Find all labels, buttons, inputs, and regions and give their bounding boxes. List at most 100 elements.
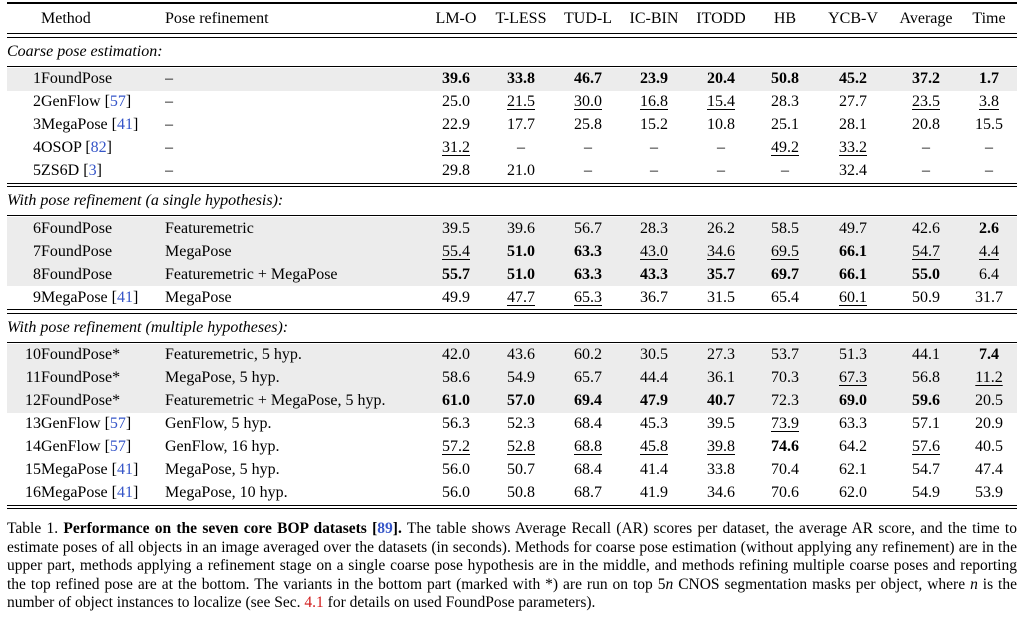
method-name: FoundPose* [41,392,121,410]
citation-link[interactable]: 89 [377,520,393,538]
score-cell: 62.0 [839,484,867,502]
results-table-body: Method Pose refinement LM-O T-LESS TUD-L… [7,2,1017,510]
score-cell: 50.9 [912,288,940,306]
score-cell: 43.3 [640,265,668,283]
score-cell: 30.0 [574,93,602,111]
col-header-itodd: ITODD [696,10,746,27]
table-row: 2 GenFlow [57] – 25.0 21.5 30.0 16.8 15.4 28.3 27… [7,91,1017,114]
row-number: 16 [25,484,41,502]
score-cell: 56.7 [574,219,602,237]
section-ref-link[interactable]: 4.1 [304,594,324,611]
method-cell: GenFlow [57] [41,415,132,433]
row-number: 5 [33,162,41,180]
score-cell: 25.0 [442,93,470,111]
score-cell: 63.3 [574,242,602,260]
score-cell: 55.7 [442,265,470,283]
caption-text: CNOS segmentation masks per object, wher… [673,575,971,593]
score-cell: – [584,162,592,180]
score-cell: 20.9 [975,415,1003,433]
method-name: FoundPose [41,219,113,237]
score-cell: – [985,162,993,180]
method-cell: FoundPose [41,217,165,240]
section-label: With pose refinement (multiple hypothese… [7,318,289,336]
score-cell: 51.0 [507,242,535,260]
score-cell: 40.5 [975,438,1003,456]
table-bottom-rule [7,504,1017,510]
score-cell: 62.1 [839,461,867,479]
table-row: 13 GenFlow [57] GenFlow, 5 hyp. 56.3 52.3 68.… [7,413,1017,436]
table-row: 12 FoundPose* Featuremetric + MegaPose, 5 … [7,389,1017,413]
row-number: 15 [25,461,41,479]
score-cell: 49.7 [839,219,867,237]
row-number: 10 [25,346,41,364]
section-label-row: With pose refinement (multiple hypothese… [7,313,1017,342]
row-number: 6 [33,219,41,237]
score-cell: 54.9 [507,369,535,387]
section-label-rule [7,215,1017,218]
section-divider-rule [7,33,1017,38]
score-cell: 52.3 [507,415,535,433]
score-cell: 53.9 [975,484,1003,502]
score-cell: 66.1 [839,265,867,283]
citation-link[interactable]: 57 [109,415,126,433]
score-cell: 17.7 [507,116,535,134]
score-cell: 50.7 [507,461,535,479]
row-number: 2 [33,93,41,111]
score-cell: 33.2 [839,139,867,157]
score-cell: 55.4 [442,242,470,260]
score-cell: 39.5 [442,219,470,237]
score-cell: 42.0 [442,346,470,364]
citation-link[interactable]: 82 [90,139,107,157]
refinement-cell: MegaPose [165,288,232,306]
method-cell: FoundPose* [41,390,165,413]
score-cell: 2.6 [979,219,999,237]
refinement-cell: GenFlow, 16 hyp. [165,438,280,456]
score-cell: – [650,162,658,180]
score-cell: 7.4 [979,346,999,364]
refinement-cell: MegaPose, 5 hyp. [165,369,280,387]
score-cell: 69.7 [771,265,799,283]
score-cell: – [517,139,525,157]
score-cell: 69.0 [839,392,867,410]
score-cell: 70.3 [771,369,799,387]
score-cell: 15.5 [975,116,1003,134]
score-cell: 65.7 [574,369,602,387]
score-cell: 42.6 [912,219,940,237]
citation-link[interactable]: 57 [109,438,126,456]
score-cell: 57.1 [912,415,940,433]
score-cell: 54.9 [912,484,940,502]
results-table: Method Pose refinement LM-O T-LESS TUD-L… [7,2,1017,510]
score-cell: 66.1 [839,242,867,260]
citation-link[interactable]: 41 [116,288,133,306]
score-cell: 51.0 [507,265,535,283]
method-cell: FoundPose [41,263,165,286]
score-cell: 33.8 [507,70,535,88]
score-cell: 60.2 [574,346,602,364]
citation-link[interactable]: 41 [116,461,133,479]
score-cell: 20.5 [975,392,1003,410]
table-row: 5 ZS6D [3] – 29.8 21.0 – – – – 32.4 – – [7,160,1017,184]
citation-link[interactable]: 41 [116,116,133,134]
score-cell: 22.9 [442,116,470,134]
score-cell: 4.4 [979,242,999,260]
citation-link[interactable]: 57 [109,93,126,111]
citation-link[interactable]: 41 [116,484,133,502]
score-cell: – [584,139,592,157]
score-cell: 33.8 [707,461,735,479]
score-cell: – [650,139,658,157]
score-cell: 63.3 [839,415,867,433]
score-cell: 21.0 [507,162,535,180]
citation-link[interactable]: 3 [88,162,97,180]
method-name: MegaPose [41,288,108,306]
score-cell: 15.2 [640,116,668,134]
score-cell: 23.9 [640,70,668,88]
score-cell: 23.5 [912,93,940,111]
section-divider-rule [7,309,1017,314]
score-cell: 68.4 [574,461,602,479]
row-number: 11 [25,369,41,387]
score-cell: 37.2 [912,70,940,88]
table-row: 1 FoundPose – 39.6 33.8 46.7 23.9 20.4 50.8 45.2 3… [7,67,1017,91]
col-header-lmo: LM-O [435,10,477,27]
score-cell: 52.8 [507,438,535,456]
score-cell: – [922,162,930,180]
